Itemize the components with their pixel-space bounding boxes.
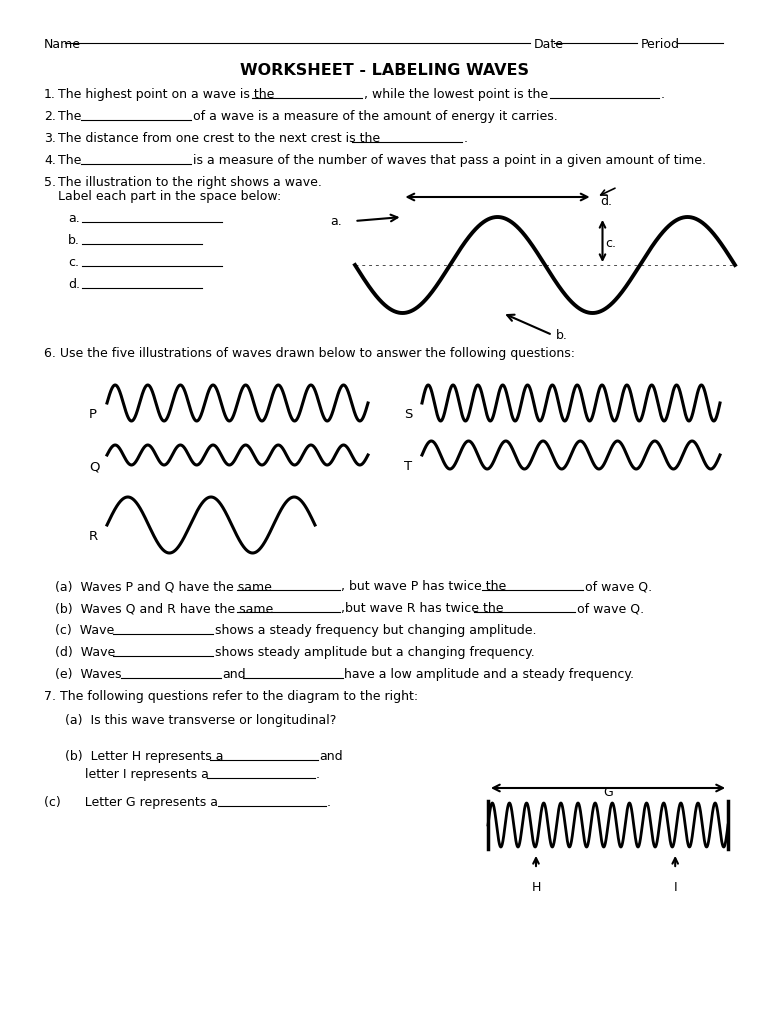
Text: The illustration to the right shows a wave.: The illustration to the right shows a wa… — [58, 176, 322, 189]
Text: S: S — [404, 408, 413, 421]
Text: b.: b. — [555, 329, 567, 342]
Text: shows a steady frequency but changing amplitude.: shows a steady frequency but changing am… — [215, 624, 537, 637]
Text: R: R — [89, 530, 98, 543]
Text: shows steady amplitude but a changing frequency.: shows steady amplitude but a changing fr… — [215, 646, 534, 659]
Text: c.: c. — [68, 256, 79, 269]
Text: The highest point on a wave is the: The highest point on a wave is the — [58, 88, 274, 101]
Text: c.: c. — [605, 237, 617, 250]
Text: (d)  Wave: (d) Wave — [55, 646, 116, 659]
Text: The: The — [58, 154, 82, 167]
Text: Name: Name — [44, 38, 81, 51]
Text: have a low amplitude and a steady frequency.: have a low amplitude and a steady freque… — [344, 668, 634, 681]
Text: G: G — [603, 786, 613, 799]
Text: is a measure of the number of waves that pass a point in a given amount of time.: is a measure of the number of waves that… — [193, 154, 706, 167]
Text: of wave Q.: of wave Q. — [585, 580, 652, 593]
Text: 3.: 3. — [44, 132, 56, 145]
Text: I: I — [674, 881, 677, 894]
Text: WORKSHEET - LABELING WAVES: WORKSHEET - LABELING WAVES — [240, 63, 530, 78]
Text: 1.: 1. — [44, 88, 56, 101]
Text: Label each part in the space below:: Label each part in the space below: — [58, 190, 281, 203]
Text: (c)      Letter G represents a: (c) Letter G represents a — [44, 796, 218, 809]
Text: Period: Period — [641, 38, 680, 51]
Text: letter I represents a: letter I represents a — [65, 768, 209, 781]
Text: T: T — [404, 460, 412, 473]
Text: (c)  Wave: (c) Wave — [55, 624, 114, 637]
Text: 2.: 2. — [44, 110, 56, 123]
Text: a.: a. — [330, 215, 342, 228]
Text: , but wave P has twice the: , but wave P has twice the — [341, 580, 506, 593]
Text: (a)  Is this wave transverse or longitudinal?: (a) Is this wave transverse or longitudi… — [65, 714, 336, 727]
Text: .: . — [661, 88, 665, 101]
Text: of wave Q.: of wave Q. — [577, 602, 644, 615]
Text: ,but wave R has twice the: ,but wave R has twice the — [341, 602, 504, 615]
Text: 6. Use the five illustrations of waves drawn below to answer the following quest: 6. Use the five illustrations of waves d… — [44, 347, 575, 360]
Text: .: . — [464, 132, 468, 145]
Text: .: . — [327, 796, 331, 809]
Text: 4.: 4. — [44, 154, 56, 167]
Text: (b)  Letter H represents a: (b) Letter H represents a — [65, 750, 223, 763]
Text: d.: d. — [601, 195, 612, 208]
Text: H: H — [531, 881, 541, 894]
Text: The: The — [58, 110, 82, 123]
Text: (a)  Waves P and Q have the same: (a) Waves P and Q have the same — [55, 580, 272, 593]
Text: (e)  Waves: (e) Waves — [55, 668, 122, 681]
Text: b.: b. — [68, 234, 80, 247]
Text: The distance from one crest to the next crest is the: The distance from one crest to the next … — [58, 132, 380, 145]
Text: Q: Q — [89, 460, 99, 473]
Text: and: and — [319, 750, 343, 763]
Text: d.: d. — [68, 278, 80, 291]
Text: and: and — [222, 668, 246, 681]
Text: P: P — [89, 408, 97, 421]
Text: 5.: 5. — [44, 176, 56, 189]
Text: 7. The following questions refer to the diagram to the right:: 7. The following questions refer to the … — [44, 690, 418, 703]
Text: .: . — [316, 768, 320, 781]
Text: (b)  Waves Q and R have the same: (b) Waves Q and R have the same — [55, 602, 273, 615]
Text: Date: Date — [534, 38, 564, 51]
Text: of a wave is a measure of the amount of energy it carries.: of a wave is a measure of the amount of … — [193, 110, 557, 123]
Text: , while the lowest point is the: , while the lowest point is the — [364, 88, 548, 101]
Text: a.: a. — [68, 212, 80, 225]
